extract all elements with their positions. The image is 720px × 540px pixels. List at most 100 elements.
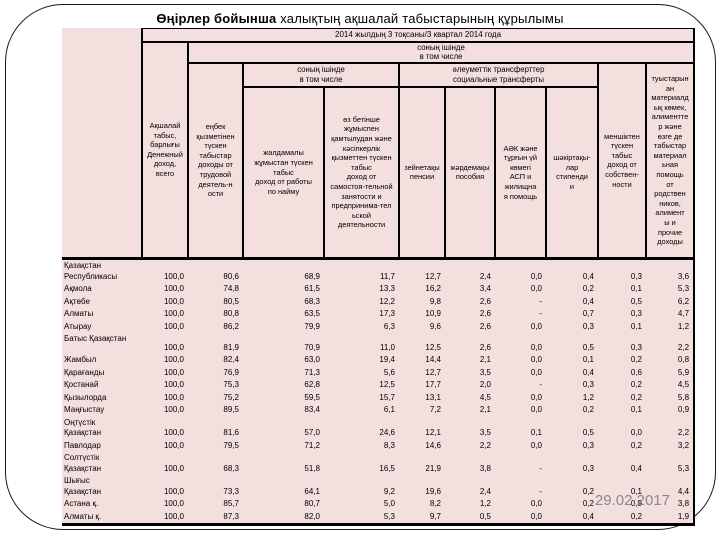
slide-frame-border [5,4,716,530]
value-cell: 0,5 [630,296,642,306]
value-cell: 24,6 [379,428,395,438]
value-cell: 0,6 [630,367,642,377]
value-cell: 100,0 [163,486,184,496]
value-cell: 2,4 [479,486,491,496]
region-cell: Ақтөбе [64,296,90,306]
value-cell: 0,0 [530,440,542,450]
value-cell: 100,0 [163,367,184,377]
value-cell: 81,9 [223,342,239,352]
value-cell: 100,0 [163,463,184,473]
table-row: Ақмола 100,0 74,8 61,5 13,3 16,2 3,4 0,0 0,2 0,1 5… [62,283,696,296]
value-cell: 0,0 [530,284,542,294]
region-column-header [62,28,143,261]
table-row: Ақтөбе 100,0 80,5 68,3 12,2 9,8 2,6 - 0,4 0,5 6,2 [62,295,696,309]
value-cell: 75,3 [223,380,239,390]
value-cell: 0,0 [530,405,542,415]
value-cell: 0,2 [582,405,594,415]
value-cell: 19,4 [379,355,395,365]
value-cell: 0,9 [646,404,696,417]
value-cell: 57,0 [304,428,320,438]
value-cell: 85,7 [223,499,239,509]
region-cell: Атырау [64,321,92,331]
value-cell: 12,1 [425,428,441,438]
value-cell: 83,4 [304,405,320,415]
table-row: Қазақстан Республикасы 100,0 80,6 68,9 11,7 1… [62,258,696,284]
value-cell: 0,3 [630,271,642,281]
table-row: Алматы 100,0 80,8 63,5 17,3 10,9 2,6 - 0,7 0,3 4,7 [62,308,696,321]
value-cell: 82,4 [223,355,239,365]
header-row-groups: еңбек қызметінен түскен табыстар доходы … [62,61,696,261]
value-cell: - [539,486,542,496]
value-cell: 12,7 [425,271,441,281]
value-cell: 8,3 [383,440,395,450]
value-cell: 2,6 [479,296,491,306]
value-cell: 74,8 [223,284,239,294]
value-cell: 3,8 [479,463,491,473]
value-cell: 9,2 [383,486,395,496]
region-cell: Оңтүстік Қазақстан [64,417,102,438]
value-cell: 0,2 [582,499,594,509]
value-cell: 0,4 [582,296,594,306]
value-cell: 87,3 [188,510,243,527]
value-cell: 79,9 [304,321,320,331]
value-cell: 9,8 [429,296,441,306]
value-cell: 5,8 [646,391,696,405]
region-cell: Шығыс Қазақстан [64,476,102,496]
value-cell: 14,4 [425,355,441,365]
value-cell: 0,0 [630,428,642,438]
value-cell: 5,0 [383,499,395,509]
value-cell: 0,3 [630,309,642,319]
col-header-asp: АӘК және тұрғын үй көмегі АСП и жилищна … [494,85,547,261]
value-cell: 1,2 [646,320,696,334]
value-cell: 100,0 [163,342,184,352]
value-cell: 100,0 [163,392,184,402]
value-cell: 100,0 [163,355,184,365]
value-cell: 0,2 [630,380,642,390]
table-row: Қарағанды 100,0 76,9 71,3 5,6 12,7 3,5 0,0 0,4 0,… [62,366,696,380]
value-cell: 73,3 [223,486,239,496]
value-cell: 0,2 [630,440,642,450]
value-cell: 0,1 [630,321,642,331]
value-cell: 0,0 [530,367,542,377]
col-header-benefits: жәрдемақы пособия [444,85,496,261]
value-cell: 63,0 [304,355,320,365]
value-cell: - [539,463,542,473]
value-cell: 12,5 [379,380,395,390]
value-cell: 0,3 [582,440,594,450]
table-row: Павлодар 100,0 79,5 71,2 8,3 14,6 2,2 0,0 0,3 0,2… [62,439,696,453]
value-cell: 5,3 [646,452,696,476]
table-row: Қызылорда 100,0 75,2 59,5 15,7 13,1 4,5 0,0 1,2 0… [62,391,696,405]
value-cell: 1,2 [479,499,491,509]
value-cell: 82,0 [243,510,324,527]
region-cell: Павлодар [64,440,101,450]
region-cell: Маңғыстау [64,405,105,415]
value-cell: 0,3 [630,342,642,352]
value-cell: 0,5 [445,510,495,527]
value-cell: 0,1 [582,355,594,365]
header-row-including: Ақшалай табыс, барлығы Денежный доход, в… [62,40,696,261]
value-cell: 100,0 [163,428,184,438]
value-cell: 0,1 [630,405,642,415]
value-cell: 100,0 [163,296,184,306]
table-row: Маңғыстау 100,0 89,5 83,4 6,1 7,2 2,1 0,0 0,2 0,1… [62,404,696,417]
value-cell: 13,3 [379,284,395,294]
value-cell: 2,6 [479,309,491,319]
value-cell: 76,9 [223,367,239,377]
value-cell: 4,5 [646,379,696,392]
value-cell: - [539,296,542,306]
value-cell: 3,6 [646,258,696,284]
value-cell: 19,6 [425,486,441,496]
region-cell: Батыс Қазақстан [64,334,127,344]
value-cell: 62,8 [304,380,320,390]
table-row: Астана қ. 100,0 85,7 80,7 5,0 8,2 1,2 0,0 0,2 0,9… [62,498,696,511]
value-cell: 13,1 [425,392,441,402]
value-cell: 0,4 [630,463,642,473]
value-cell: 0,2 [630,355,642,365]
value-cell: 0,0 [530,499,542,509]
value-cell: 100,0 [163,499,184,509]
value-cell: 100,0 [163,380,184,390]
header-row-columns: жалдамалы жұмыстан түскен табыс доход от… [62,85,694,261]
value-cell: 11,0 [380,342,395,352]
value-cell: 11,7 [380,271,395,281]
value-cell: 6,2 [646,295,696,309]
